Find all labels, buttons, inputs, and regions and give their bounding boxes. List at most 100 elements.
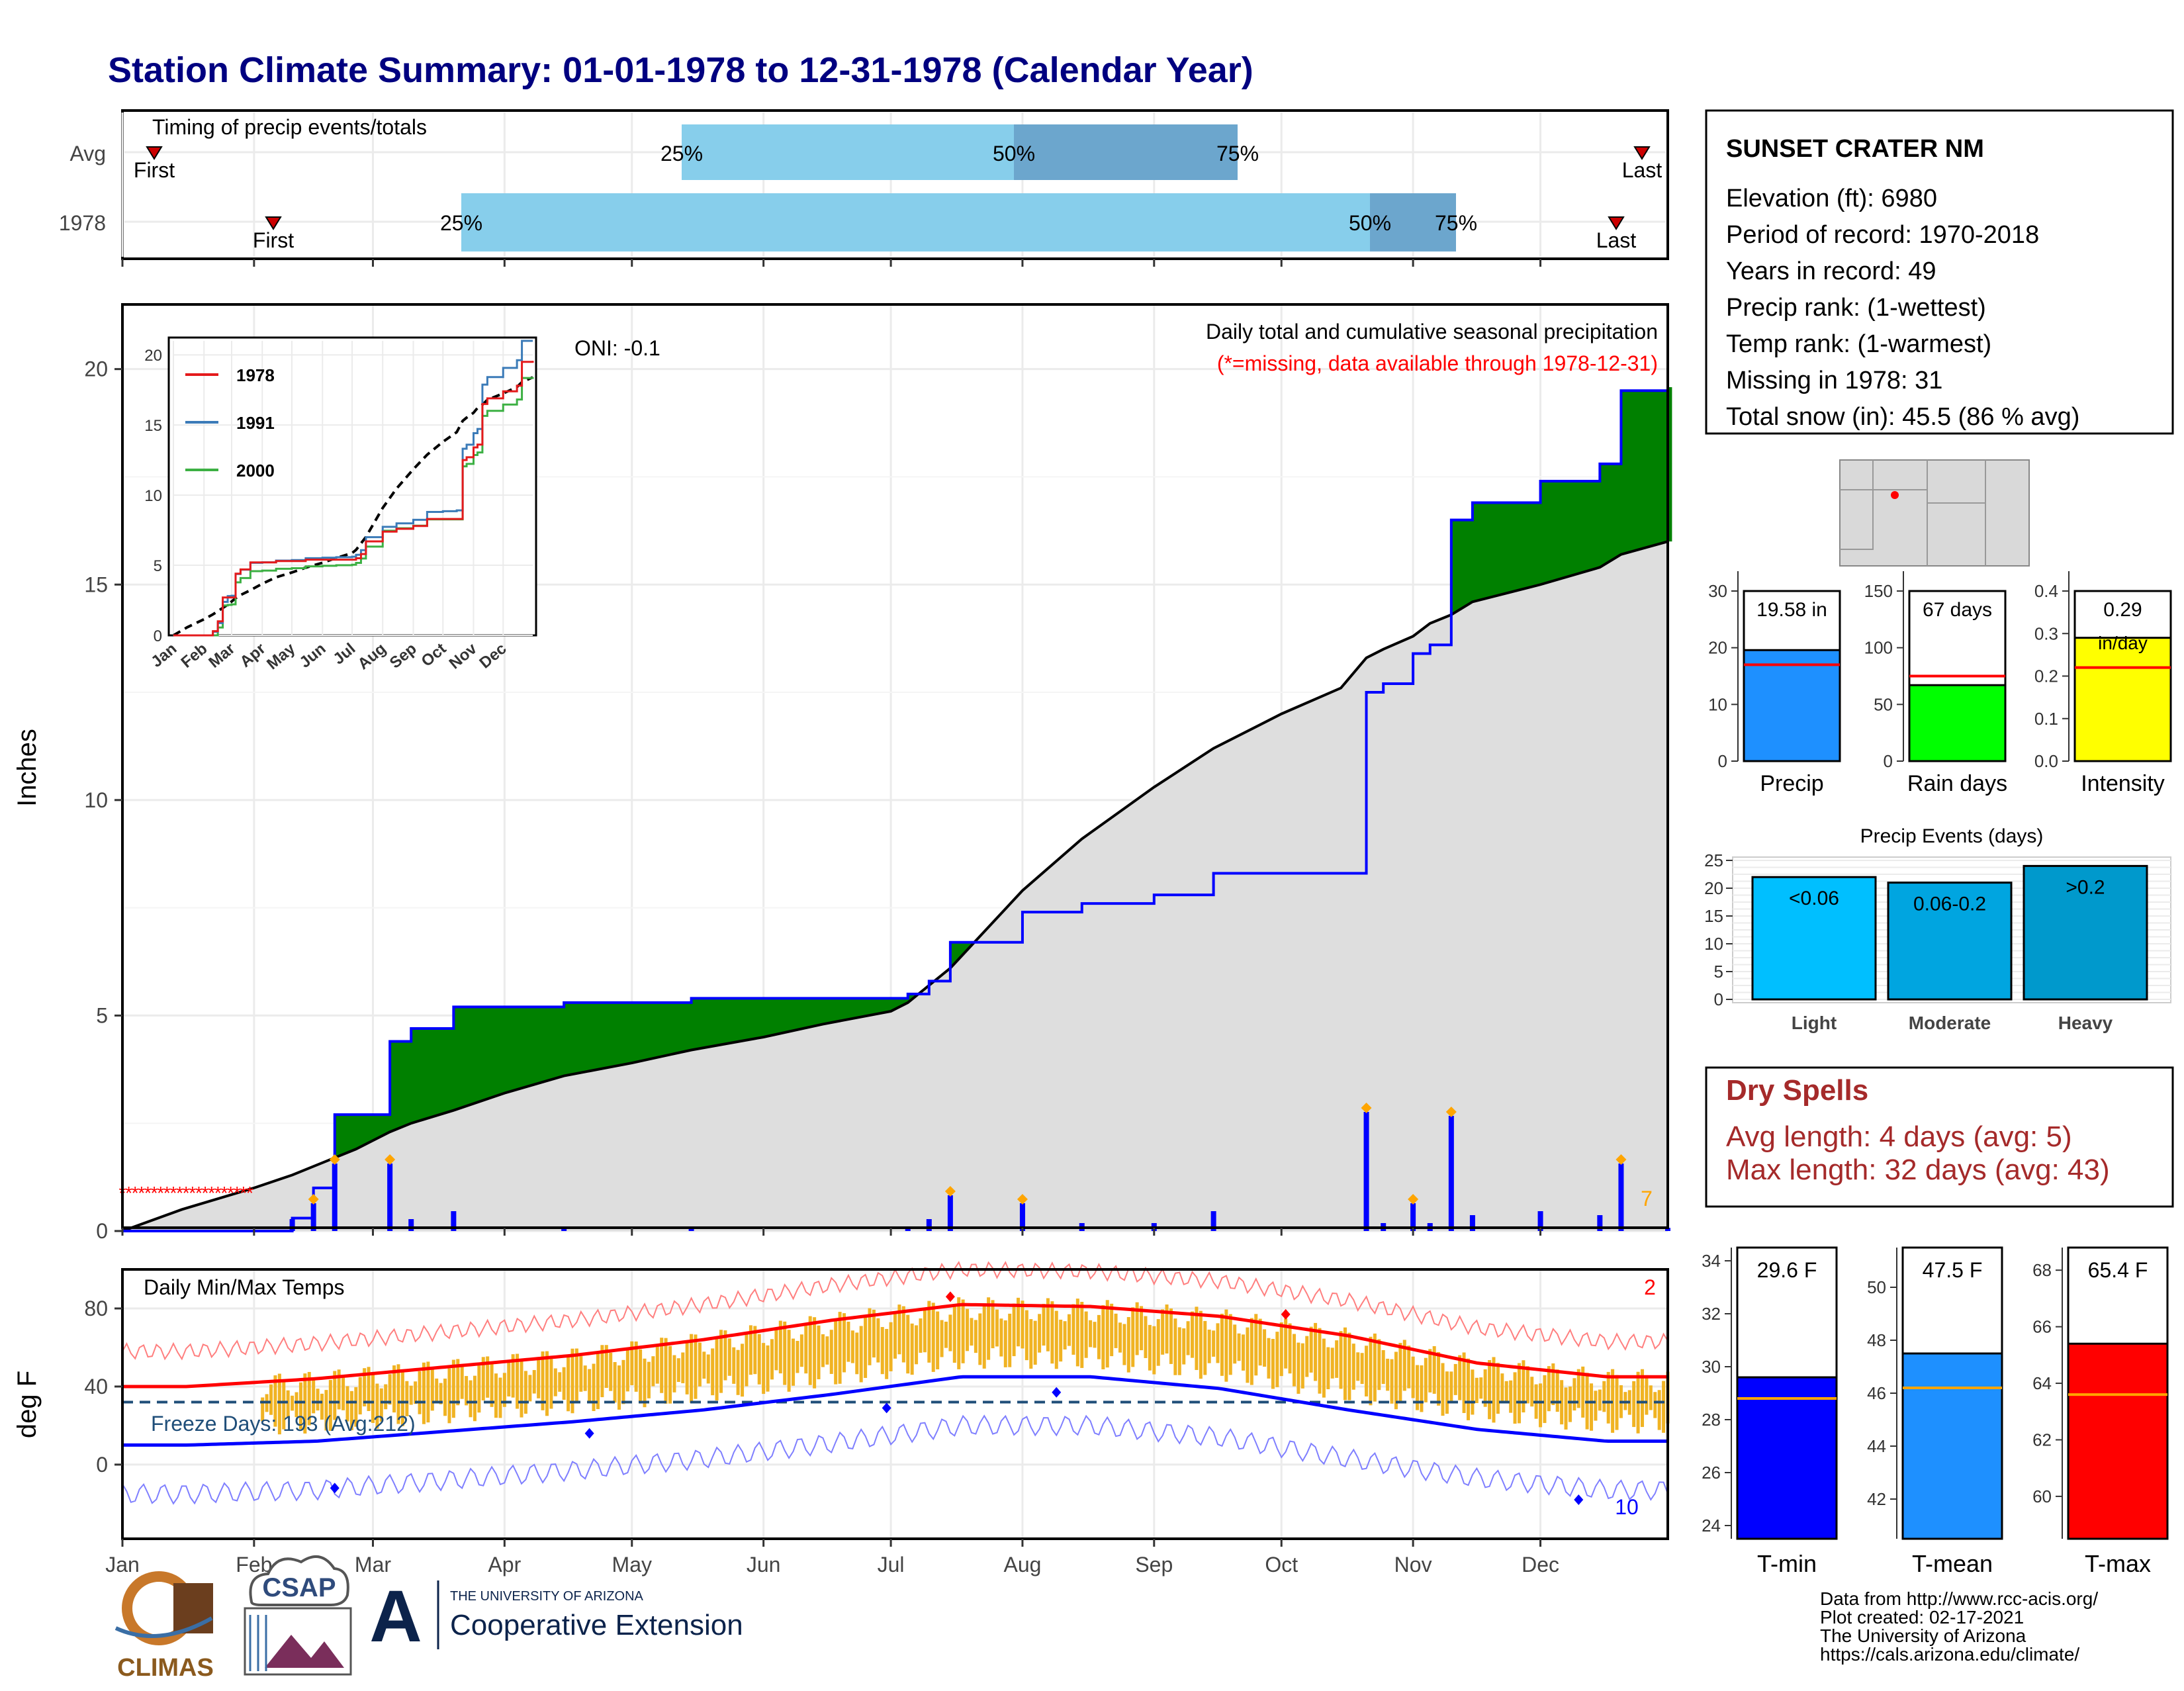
daily-temp-bar [1275,1332,1279,1387]
daily-temp-bar [1246,1327,1250,1383]
daily-temp-bar [1500,1373,1504,1403]
missing-marker: * [132,1183,139,1203]
daily-temp-bar [995,1309,999,1347]
daily-temp-bar [1300,1343,1304,1389]
daily-temp-bar [1071,1304,1075,1355]
dry-spells-max: Max length: 32 days (avg: 43) [1726,1154,2110,1186]
inset-legend-1991: 1991 [236,413,275,433]
daily-temp-bar [1126,1317,1130,1373]
mini-tick-label-intensity: 0.0 [2034,751,2058,771]
ua-logo-bg [363,1575,429,1648]
missing-marker: * [183,1183,190,1203]
tbar-tick-label-tmin: 30 [1702,1357,1721,1377]
record-min-line [122,1414,1668,1505]
daily-temp-bar [1207,1329,1211,1363]
daily-temp-bar [966,1308,970,1351]
daily-temp-bar [435,1378,439,1402]
freeze-days-label: Freeze Days: 193 (Avg:212) [151,1412,416,1436]
tbar-value-tmean: 47.5 F [1923,1258,1983,1282]
daily-temp-bar [1131,1307,1135,1367]
daily-temp-bar [1483,1369,1487,1407]
tbar-tick-label-tmin: 28 [1702,1410,1721,1430]
footer: Data from http://www.rcc-acis.org/ Plot … [1820,1588,2098,1665]
daily-temp-bar [405,1381,409,1416]
missing-marker: * [163,1183,171,1203]
daily-temp-bar [1581,1366,1585,1418]
figure-title: Station Climate Summary: 01-01-1978 to 1… [108,50,1253,90]
daily-temp-bar [490,1363,494,1407]
ua-a-icon: A [369,1576,422,1657]
inset-y-tick-label: 10 [144,487,162,505]
daily-temp-bar [1462,1352,1466,1414]
daily-temp-bar [1386,1358,1390,1391]
daily-temp-bar [1089,1320,1093,1348]
record-marker [945,1291,955,1303]
mini-label-raindays: Rain days [1907,771,2007,796]
daily-temp-bar [919,1318,923,1353]
daily-temp-bar [1080,1302,1084,1368]
record-marker [1574,1494,1584,1506]
daily-temp-bar [574,1348,578,1404]
mini-value-precip: 19.58 in [1756,599,1827,621]
dry-spells-avg: Avg length: 4 days (avg: 5) [1726,1120,2072,1153]
timing-row-avg: Avg [69,142,106,165]
locator-map [1839,459,2030,567]
record-marker [584,1428,594,1439]
normal-cumulative-line [122,540,1668,1232]
daily-temp-bar [1224,1309,1228,1382]
daily-temp-bar [1292,1334,1296,1387]
daily-temp-bar [1101,1305,1105,1369]
daily-temp-bar [1411,1356,1415,1398]
avg-min-line [122,1375,1668,1447]
daily-temp-bar [1122,1324,1126,1365]
tbar-tick-label-tmax: 62 [2032,1430,2052,1449]
daily-temp-bar [1416,1365,1420,1410]
daily-temp-bar [736,1349,740,1395]
daily-temp-bar [630,1341,634,1385]
daily-precip-bar [1469,1215,1475,1231]
daily-temp-bar [1318,1328,1322,1394]
mini-tick-label-precip: 30 [1708,581,1727,601]
avg-p50-label: 50% [993,142,1035,165]
y1978-p75-label: 75% [1435,211,1477,235]
mini-tick-label-raindays: 0 [1884,751,1893,771]
daily-temp-bar [363,1368,367,1406]
daily-temp-bar [456,1359,460,1406]
record-markers [330,1291,1584,1506]
daily-temp-bar [838,1312,842,1384]
station-line-temp-rank: Temp rank: (1-warmest) [1726,330,1991,358]
daily-temp-bar [1657,1390,1661,1430]
daily-temp-bar [558,1372,562,1392]
precip-above-normal-area [334,387,1672,1158]
daily-temp-bar [1576,1369,1580,1408]
daily-temp-bar [1509,1380,1513,1413]
tbar-tick-label-tmin: 24 [1702,1516,1721,1535]
daily-temp-bar [1645,1375,1649,1415]
daily-temp-bar [1195,1306,1199,1370]
daily-temp-bar [400,1371,404,1426]
snow-marker [1445,1107,1457,1117]
missing-marker: * [125,1183,132,1203]
snow-marker [385,1154,396,1165]
temp-panel: 0 40 80 Jan Feb Mar Apr May Jun Jul Aug Sep Oct Nov D… [13,1261,1670,1577]
daily-temp-bar [1547,1366,1551,1412]
footer-line-ua: The University of Arizona [1820,1625,2026,1646]
daily-temp-bar [1169,1308,1173,1364]
missing-marker: * [240,1183,247,1203]
avg-first-label: First [134,158,175,182]
footer-line-url: https://cals.arizona.edu/climate/ [1820,1644,2079,1665]
record-low-count: 10 [1615,1495,1639,1519]
temp-y-tick-label: 40 [84,1375,108,1398]
mini-tick-label-precip: 10 [1708,694,1727,714]
station-line-years: Years in record: 49 [1726,257,1936,285]
tbar-tick-label-tmax: 68 [2032,1260,2052,1280]
y1978-last-marker [1608,216,1625,230]
csap-logo-text: CSAP [262,1573,336,1602]
daily-temp-bar [1602,1381,1606,1412]
daily-temp-bar [600,1345,604,1398]
daily-temp-bar [702,1351,706,1379]
month-label: Jan [105,1553,140,1577]
missing-marker: * [157,1183,164,1203]
daily-temp-bar [1152,1326,1156,1375]
daily-temp-bar [1140,1306,1144,1351]
